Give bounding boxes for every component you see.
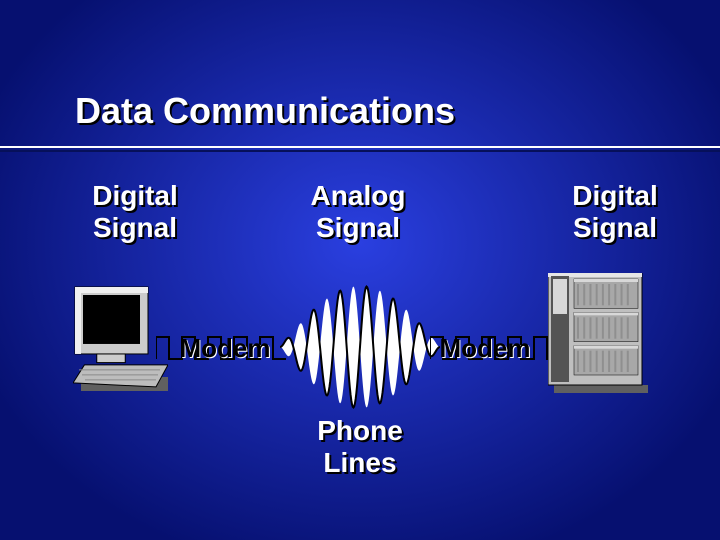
slide-title: Data Communications — [75, 90, 455, 132]
server-rack-icon — [548, 273, 648, 393]
label-digital-signal-right: Digital Signal — [555, 180, 675, 244]
analog-wave-icon — [280, 282, 440, 412]
label-analog-signal: Analog Signal — [288, 180, 428, 244]
title-underline-shadow — [0, 150, 720, 152]
label-phone-lines: Phone Lines — [290, 415, 430, 479]
computer-icon — [73, 285, 168, 393]
label-digital-signal-left: Digital Signal — [75, 180, 195, 244]
title-underline — [0, 146, 720, 148]
label-modem-right: Modem — [430, 334, 540, 364]
label-modem-left: Modem — [170, 334, 280, 364]
slide-root: Data Communications Digital Signal Analo… — [0, 0, 720, 540]
